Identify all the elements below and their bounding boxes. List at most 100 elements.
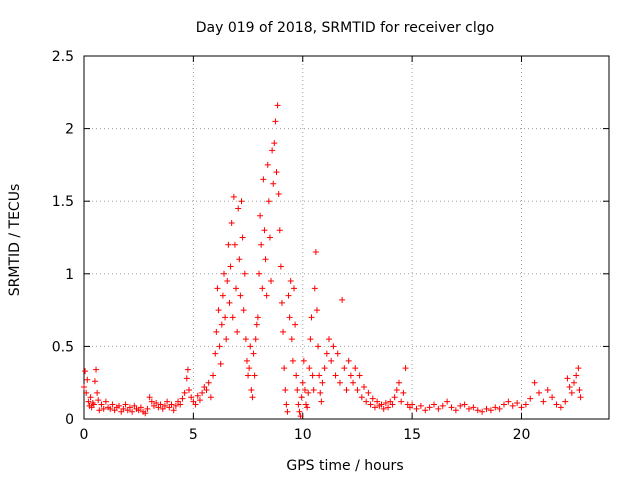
data-point: [228, 219, 235, 226]
plot-frame: [83, 55, 610, 420]
data-point: [293, 372, 300, 379]
data-point: [251, 372, 258, 379]
data-point: [222, 314, 229, 321]
data-point: [544, 386, 551, 393]
data-point: [102, 398, 109, 405]
data-point: [281, 365, 288, 372]
data-point: [350, 379, 357, 386]
data-point: [164, 398, 171, 405]
data-point: [271, 140, 278, 147]
data-point: [276, 227, 283, 234]
data-point: [122, 401, 129, 408]
data-point: [571, 379, 577, 386]
data-point: [354, 386, 361, 393]
data-point: [137, 404, 144, 411]
data-point: [509, 402, 516, 409]
data-point: [294, 386, 301, 393]
data-point: [243, 357, 250, 364]
data-point: [409, 401, 416, 408]
data-point: [270, 180, 277, 187]
data-point: [298, 394, 305, 401]
data-point: [444, 398, 451, 405]
data-point: [144, 405, 151, 412]
data-point: [247, 343, 254, 350]
data-point: [316, 372, 323, 379]
data-point: [230, 193, 237, 200]
data-point: [292, 321, 299, 328]
data-point: [573, 372, 580, 379]
data-point: [83, 389, 90, 396]
data-point: [319, 379, 326, 386]
data-point: [343, 386, 350, 393]
data-point: [309, 372, 316, 379]
data-point: [223, 336, 230, 343]
grid: [84, 56, 609, 419]
data-point: [396, 379, 402, 386]
data-point: [287, 278, 294, 285]
data-point: [172, 402, 179, 409]
data-point: [280, 328, 287, 335]
data-point: [461, 401, 468, 408]
data-point: [496, 405, 503, 412]
data-point: [457, 402, 464, 409]
data-point: [231, 241, 238, 248]
data-point: [91, 378, 98, 385]
data-point: [518, 404, 525, 411]
data-point: [177, 401, 184, 408]
data-point: [229, 314, 236, 321]
data-point: [479, 408, 486, 415]
data-point: [356, 372, 363, 379]
data-point: [303, 401, 310, 408]
data-point: [94, 389, 101, 396]
data-point: [422, 407, 429, 414]
data-point: [109, 401, 116, 408]
data-point: [295, 401, 302, 408]
data-point: [168, 401, 175, 408]
data-point: [318, 398, 325, 405]
data-point: [365, 389, 372, 396]
data-point: [332, 372, 339, 379]
data-point: [470, 404, 477, 411]
data-point: [90, 401, 97, 408]
data-point: [448, 404, 455, 411]
data-point: [564, 375, 571, 382]
data-point: [277, 263, 284, 270]
x-tick-label: 20: [513, 427, 531, 443]
data-point: [347, 372, 354, 379]
data-point: [264, 161, 271, 168]
data-point: [304, 404, 311, 411]
data-point: [307, 336, 314, 343]
data-point: [466, 405, 472, 412]
data-point: [310, 386, 317, 393]
data-point: [100, 405, 107, 412]
data-point: [146, 394, 153, 401]
tick-labels: 0 5 10 15 20 0 0.5 1 1.5 2 2.5: [52, 49, 531, 443]
data-point: [514, 400, 521, 407]
x-tick-label: 0: [80, 427, 89, 443]
data-point: [242, 336, 249, 343]
data-point: [148, 398, 155, 405]
data-point: [297, 413, 304, 420]
data-point: [273, 169, 280, 176]
data-point: [84, 376, 91, 383]
data-point: [170, 407, 177, 414]
data-point: [263, 292, 270, 299]
data-point: [217, 360, 224, 367]
data-point: [188, 394, 195, 401]
data-point: [361, 384, 367, 391]
x-tick-label: 10: [294, 427, 312, 443]
data-point: [288, 336, 295, 343]
data-point: [212, 350, 219, 357]
data-point: [199, 389, 206, 396]
data-point: [536, 389, 542, 396]
data-point: [452, 407, 459, 414]
data-point: [374, 398, 381, 405]
data-point: [308, 314, 315, 321]
data-point: [250, 350, 257, 357]
data-point: [369, 395, 376, 402]
data-point: [323, 350, 330, 357]
data-point: [313, 307, 320, 314]
data-point: [213, 328, 220, 335]
data-point: [278, 299, 285, 306]
